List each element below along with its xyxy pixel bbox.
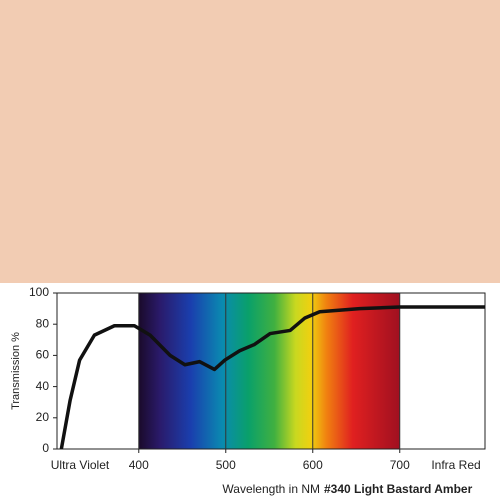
x-tick-label: 600 xyxy=(303,458,323,472)
plot-frame xyxy=(56,292,486,450)
x-axis-label: Wavelength in NM xyxy=(222,482,320,496)
y-tick-label: 40 xyxy=(36,379,50,393)
x-tick-label: 700 xyxy=(390,458,410,472)
y-tick-label: 100 xyxy=(29,285,49,299)
y-axis-label: Transmission % xyxy=(10,332,22,410)
chart-title: #340 Light Bastard Amber xyxy=(324,482,473,496)
x-tick-label: 400 xyxy=(129,458,149,472)
annotation: Ultra Violet xyxy=(51,458,110,472)
color-swatch xyxy=(0,0,500,283)
y-tick-label: 0 xyxy=(42,441,49,455)
y-tick-label: 60 xyxy=(36,348,50,362)
y-tick-label: 80 xyxy=(36,316,50,330)
spectrum-band xyxy=(138,293,400,449)
transmission-line xyxy=(59,305,485,450)
annotation: Infra Red xyxy=(431,458,480,472)
y-tick-label: 20 xyxy=(36,410,50,424)
x-tick-label: 500 xyxy=(216,458,236,472)
